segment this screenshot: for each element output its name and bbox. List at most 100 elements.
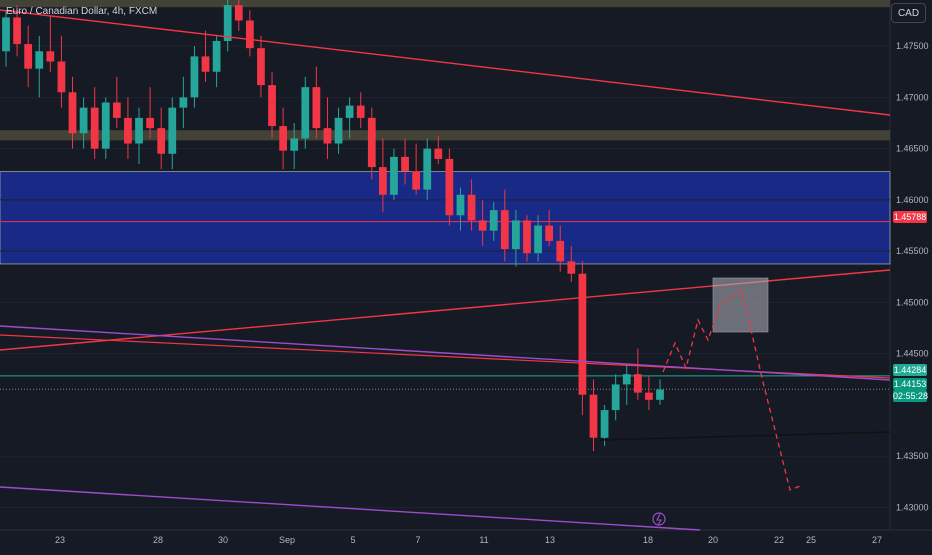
channel-line-bottom[interactable] bbox=[0, 486, 701, 531]
candle-body bbox=[257, 48, 265, 86]
candle-body bbox=[334, 117, 343, 144]
candle-body bbox=[312, 87, 321, 129]
candle-body bbox=[578, 273, 587, 395]
candle-body bbox=[13, 17, 21, 45]
candle-body bbox=[323, 128, 332, 144]
candle-body bbox=[279, 126, 287, 151]
time-tick-label: 13 bbox=[545, 535, 555, 545]
candle-body bbox=[234, 5, 243, 21]
candle-body bbox=[290, 138, 299, 151]
candle-body bbox=[268, 85, 276, 127]
candle-body bbox=[534, 225, 542, 254]
trendline-upper[interactable] bbox=[0, 9, 891, 116]
candle-body bbox=[101, 102, 110, 149]
candle-body bbox=[212, 41, 221, 72]
candle-body bbox=[190, 56, 199, 98]
candle-body bbox=[567, 261, 576, 274]
candle-body bbox=[168, 107, 177, 154]
lightning-bolt bbox=[656, 513, 662, 526]
time-tick-label: 18 bbox=[643, 535, 653, 545]
price-tick-label: 1.43000 bbox=[896, 502, 929, 512]
candle-body bbox=[489, 210, 498, 231]
time-tick-label: 22 bbox=[774, 535, 784, 545]
price-tick-label: 1.43500 bbox=[896, 451, 929, 461]
candle-body bbox=[379, 167, 387, 195]
price-tag[interactable]: 1.44284 bbox=[893, 364, 927, 376]
price-tick-label: 1.45500 bbox=[896, 246, 929, 256]
symbol-title[interactable]: Euro / Canadian Dollar, 4h, FXCM bbox=[6, 6, 158, 17]
price-tag[interactable]: 1.44153 bbox=[893, 378, 927, 390]
price-tick-label: 1.47000 bbox=[896, 92, 929, 102]
candle-body bbox=[79, 107, 88, 134]
candle-body bbox=[345, 105, 354, 118]
time-tick-label: 28 bbox=[153, 535, 163, 545]
lightning-icon[interactable] bbox=[652, 512, 666, 526]
candle-body bbox=[245, 20, 254, 49]
candle-body bbox=[600, 410, 609, 438]
candle-body bbox=[90, 107, 99, 149]
support-line[interactable] bbox=[599, 431, 891, 441]
candle-body bbox=[223, 5, 232, 42]
zone-rect[interactable] bbox=[0, 130, 890, 141]
candle-body bbox=[356, 105, 365, 118]
candle-body bbox=[57, 61, 66, 93]
candle-body bbox=[201, 56, 210, 72]
price-axis[interactable] bbox=[891, 0, 932, 530]
time-tick-label: 5 bbox=[350, 535, 355, 545]
price-tick-label: 1.47500 bbox=[896, 41, 929, 51]
candle-body bbox=[401, 156, 409, 172]
candle-body bbox=[622, 374, 631, 385]
candle-body bbox=[157, 128, 166, 154]
time-tick-label: Sep bbox=[279, 535, 295, 545]
candle-body bbox=[367, 117, 376, 168]
zone-rect[interactable] bbox=[0, 171, 891, 265]
projection-path[interactable] bbox=[662, 288, 801, 491]
time-tick-label: 27 bbox=[872, 535, 882, 545]
candle-body bbox=[478, 220, 487, 231]
candle-body bbox=[135, 117, 143, 144]
candle-body bbox=[412, 171, 421, 190]
time-tick-label: 25 bbox=[806, 535, 816, 545]
candle-body bbox=[2, 17, 10, 52]
candle-body bbox=[24, 44, 33, 69]
candle-body bbox=[146, 117, 154, 129]
candle-body bbox=[423, 148, 432, 190]
candle-body bbox=[434, 148, 443, 159]
drawing-tools-layer[interactable] bbox=[0, 9, 891, 531]
channel-line-top[interactable] bbox=[0, 325, 891, 381]
time-tick-label: 20 bbox=[708, 535, 718, 545]
candle-body bbox=[512, 220, 520, 250]
candle-body bbox=[68, 92, 77, 134]
price-tag[interactable]: 1.45788 bbox=[893, 211, 927, 223]
candle-body bbox=[35, 51, 44, 69]
candle-body bbox=[645, 392, 653, 400]
candle-body bbox=[589, 394, 598, 438]
time-tick-label: 11 bbox=[479, 535, 488, 545]
zone-rect[interactable] bbox=[0, 0, 890, 8]
price-tag[interactable]: 02:55:28 bbox=[893, 390, 929, 402]
price-tick-label: 1.44500 bbox=[896, 349, 929, 359]
price-tick-label: 1.46500 bbox=[896, 144, 929, 154]
currency-badge[interactable]: CAD bbox=[891, 3, 926, 23]
candle-body bbox=[556, 240, 565, 262]
candle-body bbox=[611, 384, 620, 411]
candle-body bbox=[456, 194, 465, 216]
candle-body bbox=[545, 225, 554, 241]
price-tick-label: 1.46000 bbox=[896, 195, 929, 205]
time-tick-label: 30 bbox=[218, 535, 228, 545]
candle-body bbox=[523, 220, 531, 254]
candle-body bbox=[467, 194, 476, 221]
target-box[interactable] bbox=[712, 277, 769, 333]
candle-body bbox=[500, 210, 509, 250]
candle-body bbox=[124, 117, 132, 144]
candle-body bbox=[445, 158, 454, 216]
candle-body bbox=[179, 97, 188, 108]
candle-body bbox=[656, 389, 664, 400]
time-tick-label: 7 bbox=[415, 535, 420, 545]
candle-body bbox=[390, 156, 398, 195]
candle-body bbox=[112, 102, 121, 118]
candle-body bbox=[301, 87, 310, 139]
